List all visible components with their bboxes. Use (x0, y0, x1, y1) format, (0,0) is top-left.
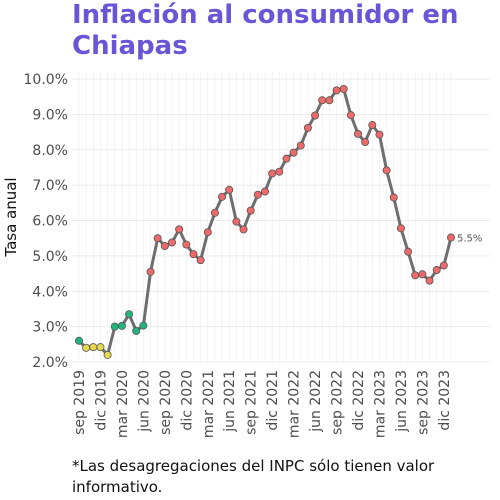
x-tick-label: dic 2021 (265, 370, 281, 431)
x-tick-label: sep 2023 (415, 370, 431, 435)
data-point (182, 240, 191, 249)
data-point (325, 96, 334, 105)
x-tick-label: sep 2020 (158, 370, 174, 435)
data-point (396, 224, 405, 233)
data-point (303, 123, 312, 132)
x-tick-label: mar 2021 (201, 370, 217, 438)
data-point (353, 129, 362, 138)
data-point (318, 96, 327, 105)
data-point (218, 192, 227, 201)
data-point (382, 166, 391, 175)
data-point (339, 84, 348, 93)
data-point (368, 121, 377, 130)
data-point (75, 336, 84, 345)
data-point (260, 187, 269, 196)
data-point (82, 343, 91, 352)
data-point (239, 225, 248, 234)
data-point (289, 148, 298, 157)
data-point (132, 326, 141, 335)
chart-title: Inflación al consumidor en Chiapas (72, 0, 459, 61)
x-tick-label: mar 2022 (287, 370, 303, 438)
data-point (210, 208, 219, 217)
data-point (139, 321, 148, 330)
data-point (146, 267, 155, 276)
data-point (175, 225, 184, 234)
data-point (346, 111, 355, 120)
footnote: *Las desagregaciones del INPC sólo tiene… (72, 457, 435, 496)
y-tick-label: 6.0% (32, 214, 68, 230)
data-point (275, 167, 284, 176)
data-point (196, 256, 205, 265)
data-point (167, 238, 176, 247)
y-tick-label: 3.0% (32, 320, 68, 336)
data-point (203, 228, 212, 237)
y-tick-label: 7.0% (32, 178, 68, 194)
x-tick-label: jun 2022 (308, 370, 324, 433)
x-tick-label: mar 2023 (372, 370, 388, 438)
data-point (96, 343, 105, 352)
data-point (418, 270, 427, 279)
data-point (311, 111, 320, 120)
y-tick-label: 4.0% (32, 284, 68, 300)
data-point (404, 247, 413, 256)
data-point (332, 86, 341, 95)
y-tick-label: 8.0% (32, 143, 68, 159)
data-point (389, 193, 398, 202)
data-point (411, 271, 420, 280)
data-point (296, 141, 305, 150)
data-point (246, 206, 255, 215)
data-point (110, 322, 119, 331)
data-point (253, 190, 262, 199)
data-point (225, 185, 234, 194)
data-point (282, 154, 291, 163)
data-point (189, 250, 198, 259)
data-point (117, 321, 126, 330)
y-tick-label: 2.0% (32, 355, 68, 371)
data-point (232, 217, 241, 226)
data-point (125, 310, 134, 319)
data-point (268, 169, 277, 178)
y-tick-label: 10.0% (24, 72, 68, 88)
data-point (103, 350, 112, 359)
x-tick-label: dic 2019 (93, 370, 109, 431)
x-tick-label: dic 2022 (351, 370, 367, 431)
y-axis-title: Tasa anual (2, 177, 20, 257)
data-point (425, 276, 434, 285)
x-tick-label: jun 2020 (136, 370, 152, 433)
data-point (446, 233, 455, 242)
data-point (432, 266, 441, 275)
last-value-label: 5.5% (457, 234, 482, 245)
x-tick-label: mar 2020 (115, 370, 131, 438)
data-point (160, 241, 169, 250)
data-point (361, 138, 370, 147)
x-tick-label: sep 2022 (330, 370, 346, 435)
x-tick-label: dic 2023 (437, 370, 453, 431)
data-point (89, 343, 98, 352)
data-point (439, 261, 448, 270)
y-tick-label: 5.0% (32, 249, 68, 265)
x-tick-label: sep 2019 (72, 370, 88, 435)
y-tick-label: 9.0% (32, 107, 68, 123)
x-tick-label: sep 2021 (244, 370, 260, 435)
data-point (375, 130, 384, 139)
x-tick-label: dic 2020 (179, 370, 195, 431)
x-tick-label: jun 2023 (394, 370, 410, 433)
data-point (153, 234, 162, 243)
x-tick-label: jun 2021 (222, 370, 238, 433)
